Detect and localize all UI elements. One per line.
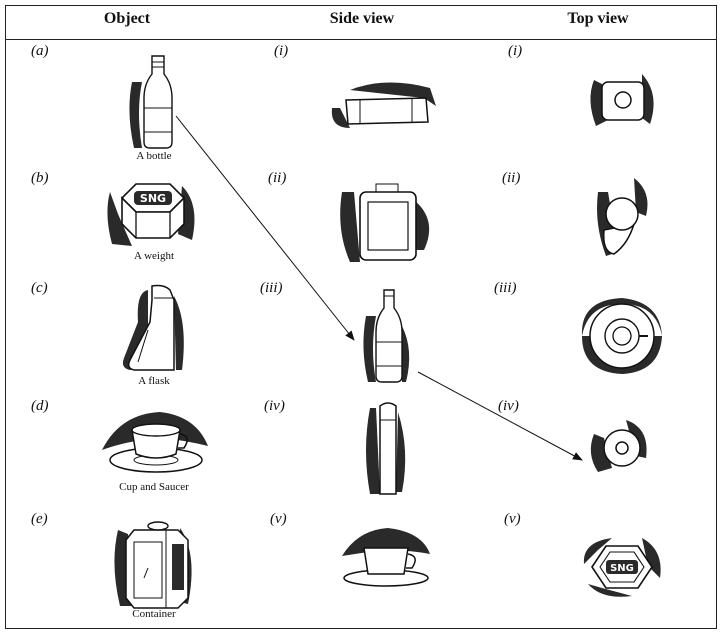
top-view-v-illustration: SNG <box>583 538 661 597</box>
top-view-iv-illustration <box>590 420 647 472</box>
side-index-iii: (iii) <box>260 280 283 296</box>
bottle-illustration <box>129 55 173 149</box>
caption-container: Container <box>132 608 176 620</box>
weight-label: SNG <box>140 192 166 205</box>
top-view-iii-illustration <box>581 298 662 374</box>
object-index-d: (d) <box>31 398 49 414</box>
top-view-ii-illustration <box>597 178 648 256</box>
side-view-v-illustration <box>342 528 430 587</box>
object-index-e: (e) <box>31 511 48 527</box>
side-index-v: (v) <box>270 511 287 527</box>
side-index-i: (i) <box>274 43 289 59</box>
header-rule <box>6 39 716 40</box>
caption-cup-and-saucer: Cup and Saucer <box>119 481 189 493</box>
side-view-i-illustration <box>331 82 436 128</box>
weight-illustration: SNG <box>107 183 195 246</box>
side-view-ii-illustration <box>340 183 430 262</box>
caption-flask: A flask <box>138 375 170 387</box>
object-index-b: (b) <box>31 170 49 186</box>
top-view-i-illustration <box>590 74 654 126</box>
cup-and-saucer-illustration <box>102 412 208 473</box>
side-view-iii-illustration <box>363 289 410 383</box>
side-index-iv: (iv) <box>264 398 285 414</box>
caption-weight: A weight <box>133 250 175 262</box>
header-top-view: Top view <box>567 10 629 27</box>
object-index-a: (a) <box>31 43 49 59</box>
top-index-iii: (iii) <box>494 280 517 296</box>
top-index-i: (i) <box>508 43 523 59</box>
flask-illustration <box>122 284 184 371</box>
weight-top-label: SNG <box>610 563 634 574</box>
object-index-c: (c) <box>31 280 48 296</box>
container-illustration <box>114 521 192 609</box>
top-index-iv: (iv) <box>498 398 519 414</box>
header-object: Object <box>103 10 151 27</box>
header-side-view: Side view <box>329 10 395 27</box>
caption-bottle: A bottle <box>136 150 172 162</box>
side-view-iv-illustration <box>366 402 406 495</box>
top-index-ii: (ii) <box>502 170 521 186</box>
side-index-ii: (ii) <box>268 170 287 186</box>
matching-table <box>5 5 717 629</box>
top-index-v: (v) <box>504 511 521 527</box>
